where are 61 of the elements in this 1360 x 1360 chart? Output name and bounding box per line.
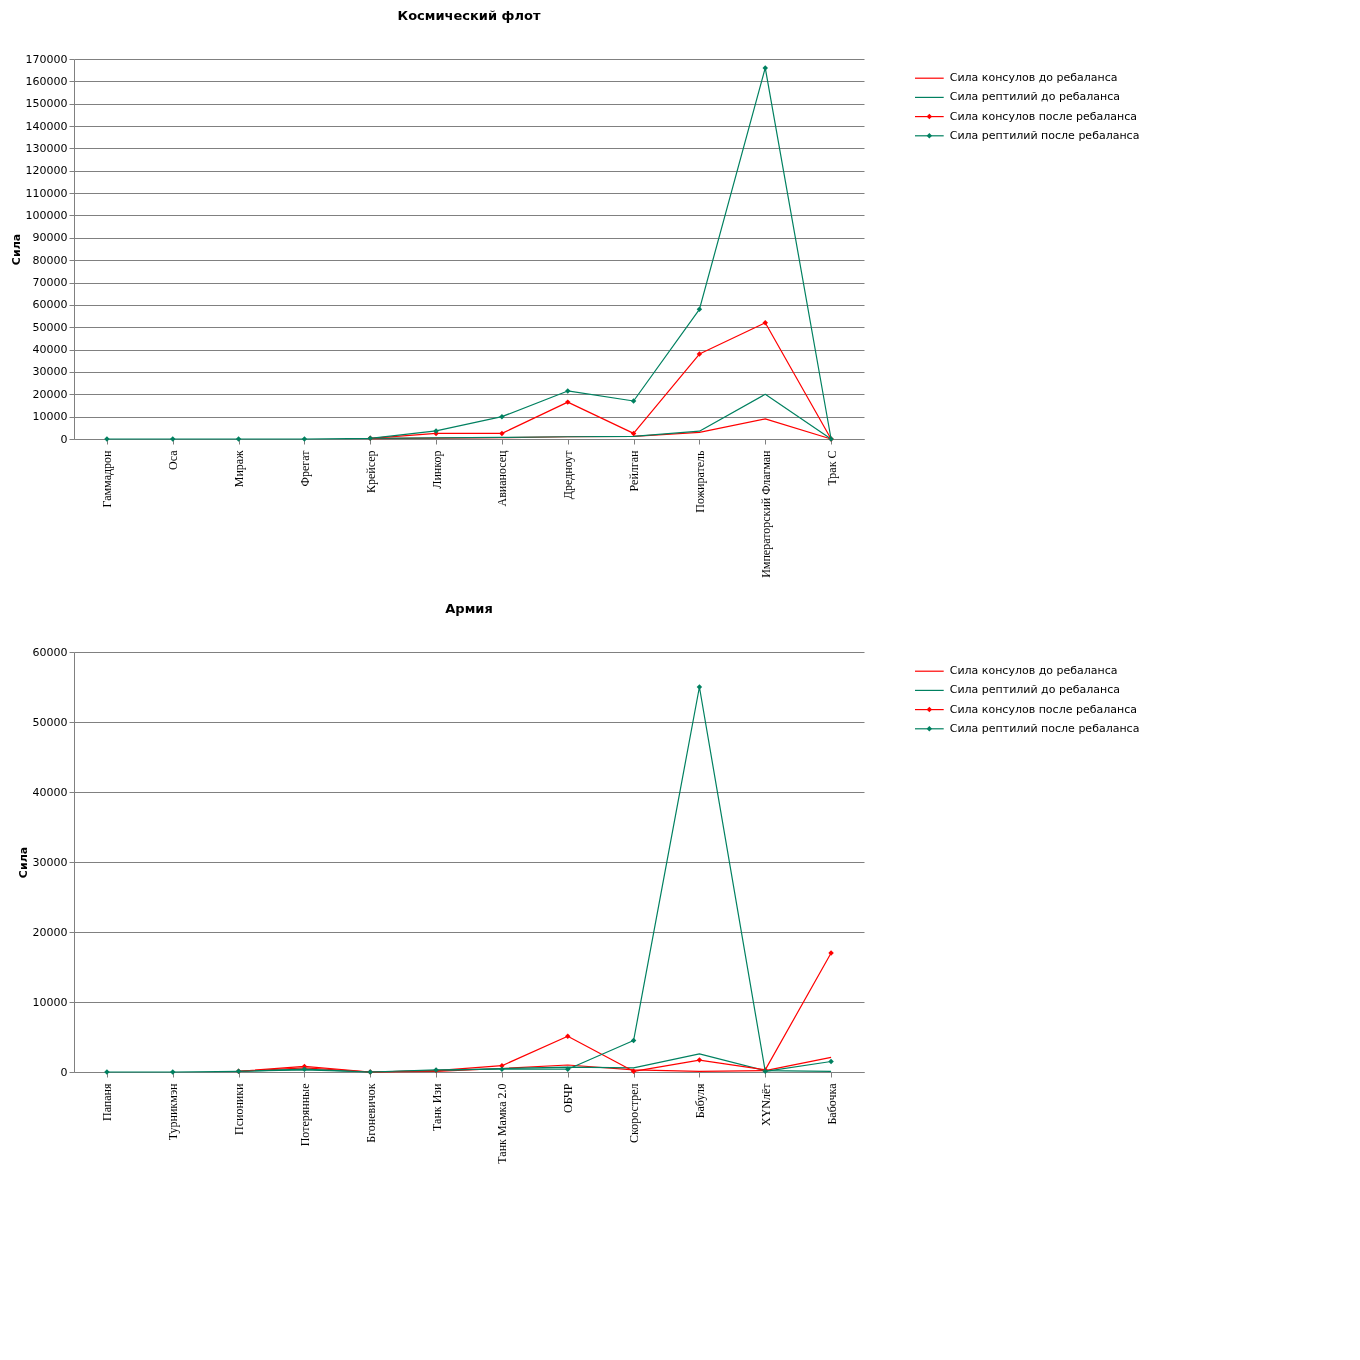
y-axis-title: Сила <box>9 233 23 266</box>
legend-label: Сила консулов после ребаланса <box>949 109 1137 123</box>
y-tick-label: 130000 <box>25 141 68 155</box>
chart-title: Армия <box>445 601 493 616</box>
x-tick-label: Бгоневичок <box>363 1083 378 1143</box>
y-tick-label: 30000 <box>32 365 68 379</box>
x-tick-label: Мираж <box>232 449 247 488</box>
x-tick-label: Турникмэн <box>166 1082 181 1141</box>
x-tick-label: Дредноут <box>561 449 576 500</box>
y-tick-label: 40000 <box>32 343 68 357</box>
x-tick-label: Потерянные <box>297 1083 312 1147</box>
x-tick-label: Гаммадрон <box>100 449 115 508</box>
x-tick-label: Пожиратель <box>692 449 707 513</box>
y-tick-label: 140000 <box>25 119 68 133</box>
x-tick-label: ОБЧР <box>561 1083 576 1113</box>
x-tick-label: Трак С <box>824 450 839 486</box>
y-tick-label: 70000 <box>32 276 68 290</box>
y-tick-label: 120000 <box>25 164 68 178</box>
y-tick-label: 30000 <box>32 855 68 869</box>
legend-label: Сила рептилий до ребаланса <box>949 90 1120 104</box>
legend-label: Сила рептилий после ребаланса <box>949 721 1140 735</box>
y-tick-label: 20000 <box>32 387 68 401</box>
y-tick-label: 10000 <box>32 410 68 424</box>
x-tick-label: Танк Изи <box>429 1082 444 1131</box>
y-tick-label: 90000 <box>32 231 68 245</box>
legend-label: Сила консулов до ребаланса <box>949 664 1118 678</box>
x-tick-label: Императорский Флагман <box>758 449 773 578</box>
y-tick-label: 0 <box>60 1065 68 1079</box>
legend-label: Сила рептилий после ребаланса <box>949 128 1140 142</box>
y-tick-label: 40000 <box>32 785 68 799</box>
x-tick-label: XYNлёт <box>758 1082 773 1127</box>
x-tick-label: Скорострел <box>627 1083 642 1144</box>
y-tick-label: 170000 <box>25 52 68 66</box>
legend-label: Сила рептилий до ребаланса <box>949 683 1120 697</box>
y-axis-title: Сила <box>16 846 30 879</box>
y-tick-label: 160000 <box>25 74 68 88</box>
x-tick-label: Бабочка <box>824 1082 839 1125</box>
x-tick-label: Танк Мамка 2.0 <box>495 1083 510 1164</box>
chart-title: Космический флот <box>397 8 541 23</box>
y-tick-label: 0 <box>60 432 68 446</box>
x-tick-label: Оса <box>166 449 181 470</box>
x-tick-label: Бабуля <box>692 1083 707 1119</box>
y-tick-label: 20000 <box>32 925 68 939</box>
y-tick-label: 60000 <box>32 298 68 312</box>
x-tick-label: Крейсер <box>363 450 378 494</box>
y-tick-label: 60000 <box>32 645 68 659</box>
x-tick-label: Авианосец <box>495 449 510 507</box>
legend-label: Сила консулов после ребаланса <box>949 702 1137 716</box>
y-tick-label: 50000 <box>32 715 68 729</box>
y-tick-label: 110000 <box>25 186 68 200</box>
x-tick-label: Рейлган <box>627 449 642 492</box>
x-tick-label: Псионики <box>232 1082 247 1136</box>
legend-label: Сила консулов до ребаланса <box>949 71 1118 85</box>
x-tick-label: Фрегат <box>297 449 312 487</box>
x-tick-label: Папаня <box>100 1083 115 1122</box>
x-tick-label: Линкор <box>429 450 444 489</box>
y-tick-label: 100000 <box>25 208 68 222</box>
y-tick-label: 80000 <box>32 253 68 267</box>
y-tick-label: 10000 <box>32 995 68 1009</box>
y-tick-label: 150000 <box>25 97 68 111</box>
y-tick-label: 50000 <box>32 320 68 334</box>
